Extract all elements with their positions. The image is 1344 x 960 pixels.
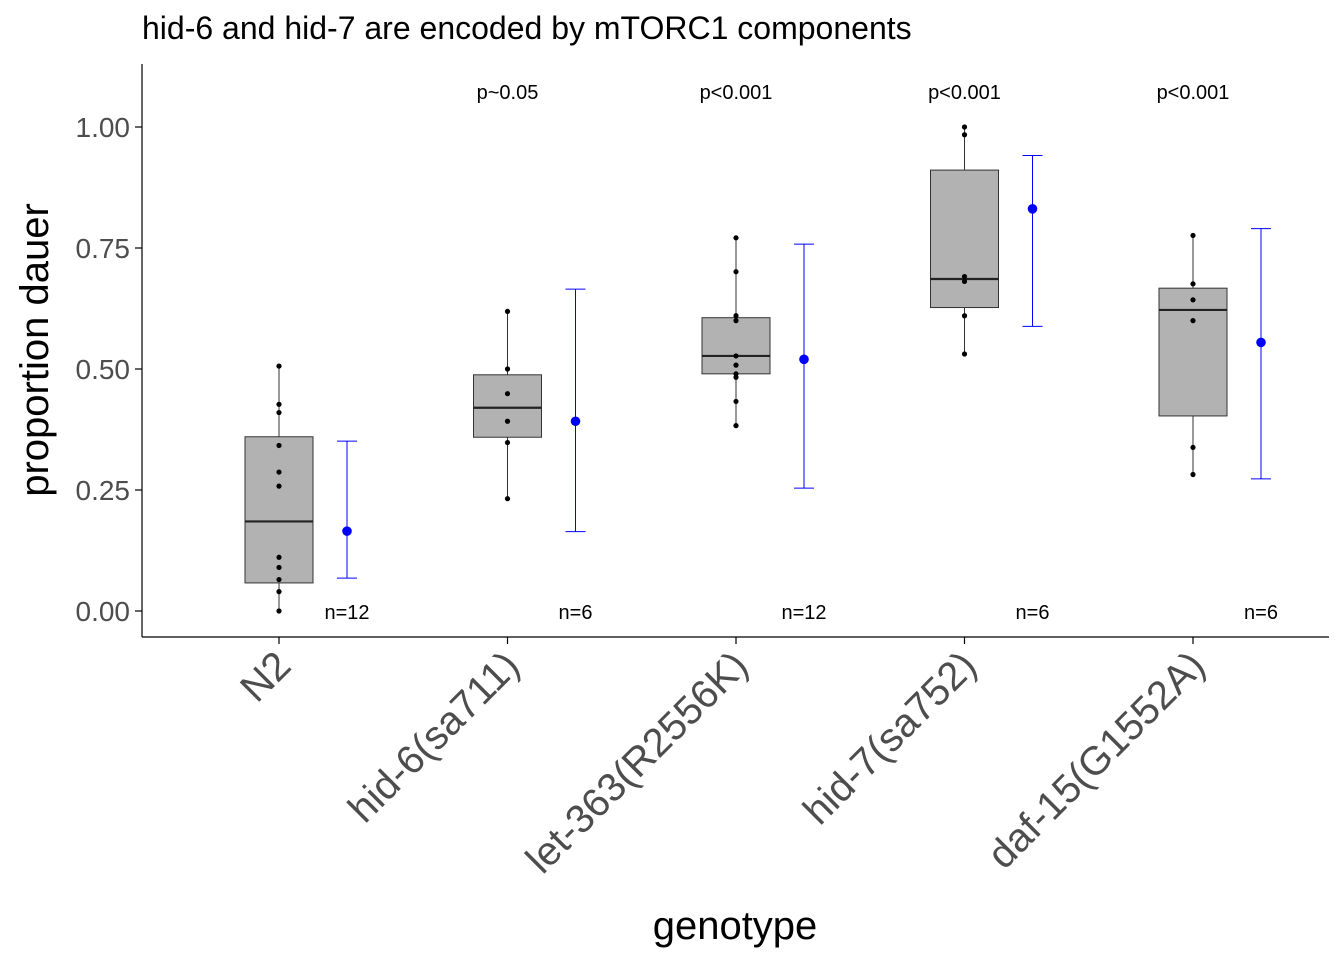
- genotype-group: n=6 p<0.001: [928, 82, 1049, 624]
- data-point: [733, 374, 739, 380]
- chart-title: hid-6 and hid-7 are encoded by mTORC1 co…: [142, 10, 912, 46]
- y-axis-ticks: 0.00 0.25 0.50 0.75 1.00: [76, 112, 142, 627]
- data-point: [504, 418, 511, 424]
- data-point: [961, 278, 968, 284]
- data-point: [961, 132, 968, 138]
- data-point: [276, 608, 282, 614]
- data-point: [733, 313, 739, 319]
- data-point: [504, 308, 511, 315]
- y-tick-label: 1.00: [76, 112, 131, 143]
- sample-size-label: n=6: [1016, 602, 1050, 624]
- p-value-label: p<0.001: [1157, 82, 1230, 104]
- data-point: [1190, 281, 1196, 287]
- sample-size-label: n=6: [559, 602, 593, 624]
- x-tick-label: hid-6(sa711): [340, 643, 528, 831]
- data-point: [504, 439, 511, 446]
- data-point: [961, 273, 968, 280]
- data-point: [504, 366, 511, 372]
- data-point: [1190, 297, 1196, 303]
- genotype-group: n=12: [244, 363, 370, 624]
- data-point: [276, 589, 282, 595]
- data-point: [733, 362, 739, 368]
- y-tick-label: 0.75: [76, 233, 131, 264]
- data-point: [1190, 444, 1196, 451]
- sample-size-label: n=12: [324, 602, 369, 624]
- y-tick-label: 0.00: [76, 596, 131, 627]
- data-point: [276, 554, 282, 560]
- x-tick-label: let-363(R2556K): [518, 643, 757, 882]
- data-point: [733, 318, 739, 324]
- x-tick-label: daf-15(G1552A): [979, 643, 1213, 877]
- data-point: [733, 269, 739, 275]
- data-point: [961, 313, 968, 319]
- data-point: [733, 398, 739, 405]
- data-point: [733, 353, 739, 359]
- box-iqr: [244, 436, 314, 584]
- data-point: [276, 483, 282, 489]
- y-tick-label: 0.25: [76, 475, 131, 506]
- box-iqr: [930, 169, 999, 309]
- data-point: [733, 235, 739, 241]
- genotype-group: n=12 p<0.001: [700, 82, 827, 624]
- data-point: [276, 469, 282, 475]
- data-point: [276, 409, 282, 416]
- x-tick-label: hid-7(sa752): [795, 643, 985, 833]
- x-tick-label: N2: [232, 643, 299, 710]
- data-point: [276, 401, 282, 407]
- box-iqr: [473, 374, 542, 438]
- mean-point: [342, 526, 352, 536]
- p-value-label: p<0.001: [700, 82, 773, 104]
- data-point: [504, 496, 511, 502]
- sample-size-label: n=6: [1244, 602, 1278, 624]
- p-value-label: p~0.05: [477, 82, 539, 104]
- data-point: [276, 442, 282, 449]
- data-point: [276, 363, 282, 369]
- mean-point: [799, 354, 809, 365]
- mean-point: [570, 416, 581, 427]
- mean-point: [1256, 337, 1266, 348]
- sample-size-label: n=12: [781, 602, 826, 624]
- mean-point: [1027, 203, 1038, 214]
- y-axis-title: proportion dauer: [13, 203, 57, 497]
- data-point: [733, 423, 739, 429]
- data-point: [276, 576, 282, 583]
- x-axis-title: genotype: [653, 904, 818, 948]
- box-iqr: [1158, 287, 1228, 417]
- data-point: [1190, 318, 1196, 324]
- genotype-group: n=6 p~0.05: [473, 82, 593, 624]
- genotype-group: n=6 p<0.001: [1157, 82, 1278, 624]
- data-point: [961, 124, 968, 130]
- y-tick-label: 0.50: [76, 354, 131, 385]
- data-point: [504, 391, 511, 397]
- plot-area: n=12 n=6 p~0.05 n=12 p<0.001 n=6 p<0.001 n=6 p<0…: [244, 82, 1278, 624]
- data-point: [276, 564, 282, 571]
- data-point: [1190, 471, 1196, 478]
- p-value-label: p<0.001: [928, 82, 1001, 104]
- data-point: [961, 351, 968, 357]
- x-axis-ticks: N2 hid-6(sa711)let-363(R2556K) hid-7(sa752…: [232, 637, 1213, 882]
- data-point: [1190, 232, 1196, 239]
